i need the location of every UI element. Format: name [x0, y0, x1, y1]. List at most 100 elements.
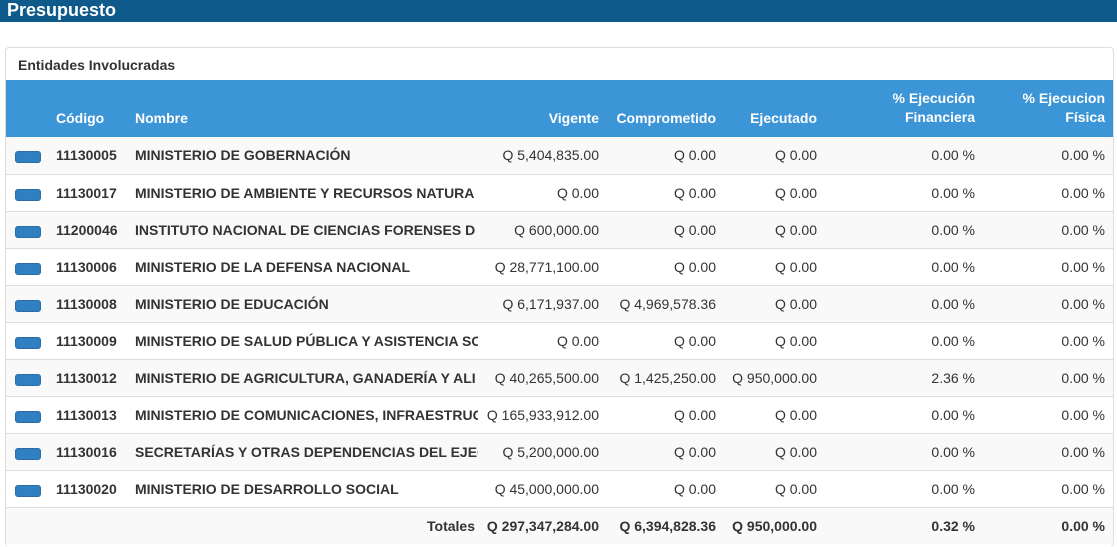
cell-comprometido: Q 0.00 [673, 333, 716, 349]
cell-nombre: SECRETARÍAS Y OTRAS DEPENDENCIAS DEL EJE… [135, 444, 478, 460]
cell-ejecucion-fisica: 0.00 % [1061, 185, 1105, 201]
table-row: 11130005 MINISTERIO DE GOBERNACIÓN Q 5,4… [6, 137, 1113, 174]
page-title: Presupuesto [7, 0, 117, 20]
cell-ejecucion-fisica: 0.00 % [1061, 333, 1105, 349]
cell-ejecutado: Q 0.00 [774, 444, 817, 460]
total-comprometido: Q 6,394,828.36 [619, 518, 716, 534]
column-header-ejecucion-fisica-line1: % Ejecucion [1022, 90, 1105, 106]
cell-ejecucion-financiera: 0.00 % [931, 444, 975, 460]
cell-ejecutado: Q 0.00 [774, 481, 817, 497]
cell-ejecucion-fisica: 0.00 % [1061, 147, 1105, 163]
row-action-button[interactable] [15, 337, 41, 349]
column-header-ejecucion-financiera[interactable]: % Ejecución Financiera [893, 89, 975, 127]
cell-vigente: Q 600,000.00 [514, 222, 599, 238]
row-action-button[interactable] [15, 374, 41, 386]
row-action-button[interactable] [15, 411, 41, 423]
table-row: 11130017 MINISTERIO DE AMBIENTE Y RECURS… [6, 174, 1113, 211]
column-header-ejecucion-fisica-line2: Física [1065, 109, 1105, 125]
cell-vigente: Q 0.00 [556, 333, 599, 349]
table-row: 11130006 MINISTERIO DE LA DEFENSA NACION… [6, 248, 1113, 285]
table-header: Código Nombre Vigente Comprometido Ejecu… [6, 80, 1113, 137]
cell-vigente: Q 40,265,500.00 [494, 370, 599, 386]
cell-codigo: 11130012 [56, 370, 117, 386]
cell-comprometido: Q 0.00 [673, 481, 716, 497]
entities-panel: Entidades Involucradas Código Nombre Vig… [5, 47, 1114, 547]
cell-ejecutado: Q 0.00 [774, 259, 817, 275]
column-header-ejecucion-fisica[interactable]: % Ejecucion Física [1023, 89, 1105, 127]
cell-nombre: INSTITUTO NACIONAL DE CIENCIAS FORENSES … [135, 222, 476, 238]
cell-ejecucion-fisica: 0.00 % [1061, 296, 1105, 312]
cell-ejecucion-financiera: 0.00 % [931, 185, 975, 201]
cell-ejecucion-financiera: 0.00 % [931, 147, 975, 163]
table-row: 11200046 INSTITUTO NACIONAL DE CIENCIAS … [6, 211, 1113, 248]
cell-ejecutado: Q 0.00 [774, 185, 817, 201]
column-header-ejecucion-financiera-line2: Financiera [904, 109, 975, 125]
cell-codigo: 11130009 [56, 333, 117, 349]
cell-ejecucion-fisica: 0.00 % [1061, 407, 1105, 423]
totals-row: Totales Q 297,347,284.00 Q 6,394,828.36 … [6, 507, 1113, 544]
row-action-button[interactable] [15, 300, 41, 312]
cell-ejecucion-fisica: 0.00 % [1061, 222, 1105, 238]
cell-vigente: Q 28,771,100.00 [494, 259, 599, 275]
cell-ejecucion-financiera: 0.00 % [931, 296, 975, 312]
cell-ejecucion-fisica: 0.00 % [1061, 259, 1105, 275]
cell-ejecutado: Q 0.00 [774, 147, 817, 163]
table-row: 11130008 MINISTERIO DE EDUCACIÓN Q 6,171… [6, 285, 1113, 322]
column-header-nombre[interactable]: Nombre [135, 110, 188, 126]
cell-comprometido: Q 0.00 [673, 444, 716, 460]
cell-nombre: MINISTERIO DE EDUCACIÓN [135, 296, 329, 312]
cell-ejecucion-financiera: 0.00 % [931, 222, 975, 238]
cell-comprometido: Q 0.00 [673, 259, 716, 275]
row-action-button[interactable] [15, 226, 41, 238]
cell-codigo: 11130008 [56, 296, 117, 312]
row-action-button[interactable] [15, 263, 41, 275]
cell-nombre: MINISTERIO DE DESARROLLO SOCIAL [135, 481, 399, 497]
column-header-comprometido[interactable]: Comprometido [616, 110, 716, 126]
table-row: 11130009 MINISTERIO DE SALUD PÚBLICA Y A… [6, 322, 1113, 359]
cell-comprometido: Q 0.00 [673, 222, 716, 238]
cell-vigente: Q 45,000,000.00 [494, 481, 599, 497]
cell-nombre: MINISTERIO DE AMBIENTE Y RECURSOS NATURA [135, 185, 475, 201]
table-row: 11130020 MINISTERIO DE DESARROLLO SOCIAL… [6, 470, 1113, 507]
total-ejecucion-fisica: 0.00 % [1061, 518, 1105, 534]
cell-vigente: Q 6,171,937.00 [502, 296, 599, 312]
row-action-button[interactable] [15, 151, 41, 163]
cell-ejecutado: Q 0.00 [774, 333, 817, 349]
cell-codigo: 11130005 [56, 147, 117, 163]
table-body: 11130005 MINISTERIO DE GOBERNACIÓN Q 5,4… [6, 137, 1113, 544]
cell-nombre: MINISTERIO DE LA DEFENSA NACIONAL [135, 259, 411, 275]
cell-vigente: Q 5,200,000.00 [502, 444, 599, 460]
cell-nombre: MINISTERIO DE SALUD PÚBLICA Y ASISTENCIA… [135, 333, 478, 349]
column-header-codigo[interactable]: Código [56, 110, 105, 126]
total-vigente: Q 297,347,284.00 [486, 518, 599, 534]
cell-codigo: 11130020 [56, 481, 117, 497]
cell-codigo: 11130017 [56, 185, 117, 201]
table-row: 11130016 SECRETARÍAS Y OTRAS DEPENDENCIA… [6, 433, 1113, 470]
cell-nombre: MINISTERIO DE AGRICULTURA, GANADERÍA Y A… [135, 370, 476, 386]
cell-comprometido: Q 0.00 [673, 407, 716, 423]
cell-comprometido: Q 0.00 [673, 185, 716, 201]
cell-codigo: 11130013 [56, 407, 117, 423]
total-ejecutado: Q 950,000.00 [732, 518, 817, 534]
cell-ejecucion-financiera: 0.00 % [931, 259, 975, 275]
cell-ejecutado: Q 0.00 [774, 407, 817, 423]
cell-ejecucion-fisica: 0.00 % [1061, 481, 1105, 497]
cell-ejecucion-financiera: 0.00 % [931, 407, 975, 423]
cell-ejecucion-financiera: 0.00 % [931, 333, 975, 349]
row-action-button[interactable] [15, 485, 41, 497]
row-action-button[interactable] [15, 448, 41, 460]
column-header-ejecucion-financiera-line1: % Ejecución [892, 90, 975, 106]
cell-vigente: Q 0.00 [556, 185, 599, 201]
cell-comprometido: Q 0.00 [673, 147, 716, 163]
table-row: 11130012 MINISTERIO DE AGRICULTURA, GANA… [6, 359, 1113, 396]
cell-vigente: Q 5,404,835.00 [502, 147, 599, 163]
table-row: 11130013 MINISTERIO DE COMUNICACIONES, I… [6, 396, 1113, 433]
cell-vigente: Q 165,933,912.00 [486, 407, 599, 423]
cell-ejecucion-fisica: 0.00 % [1061, 444, 1105, 460]
cell-nombre: MINISTERIO DE GOBERNACIÓN [135, 147, 351, 163]
column-header-vigente[interactable]: Vigente [548, 110, 599, 126]
cell-comprometido: Q 4,969,578.36 [619, 296, 716, 312]
column-header-ejecutado[interactable]: Ejecutado [750, 110, 817, 126]
cell-ejecutado: Q 0.00 [774, 222, 817, 238]
row-action-button[interactable] [15, 189, 41, 201]
